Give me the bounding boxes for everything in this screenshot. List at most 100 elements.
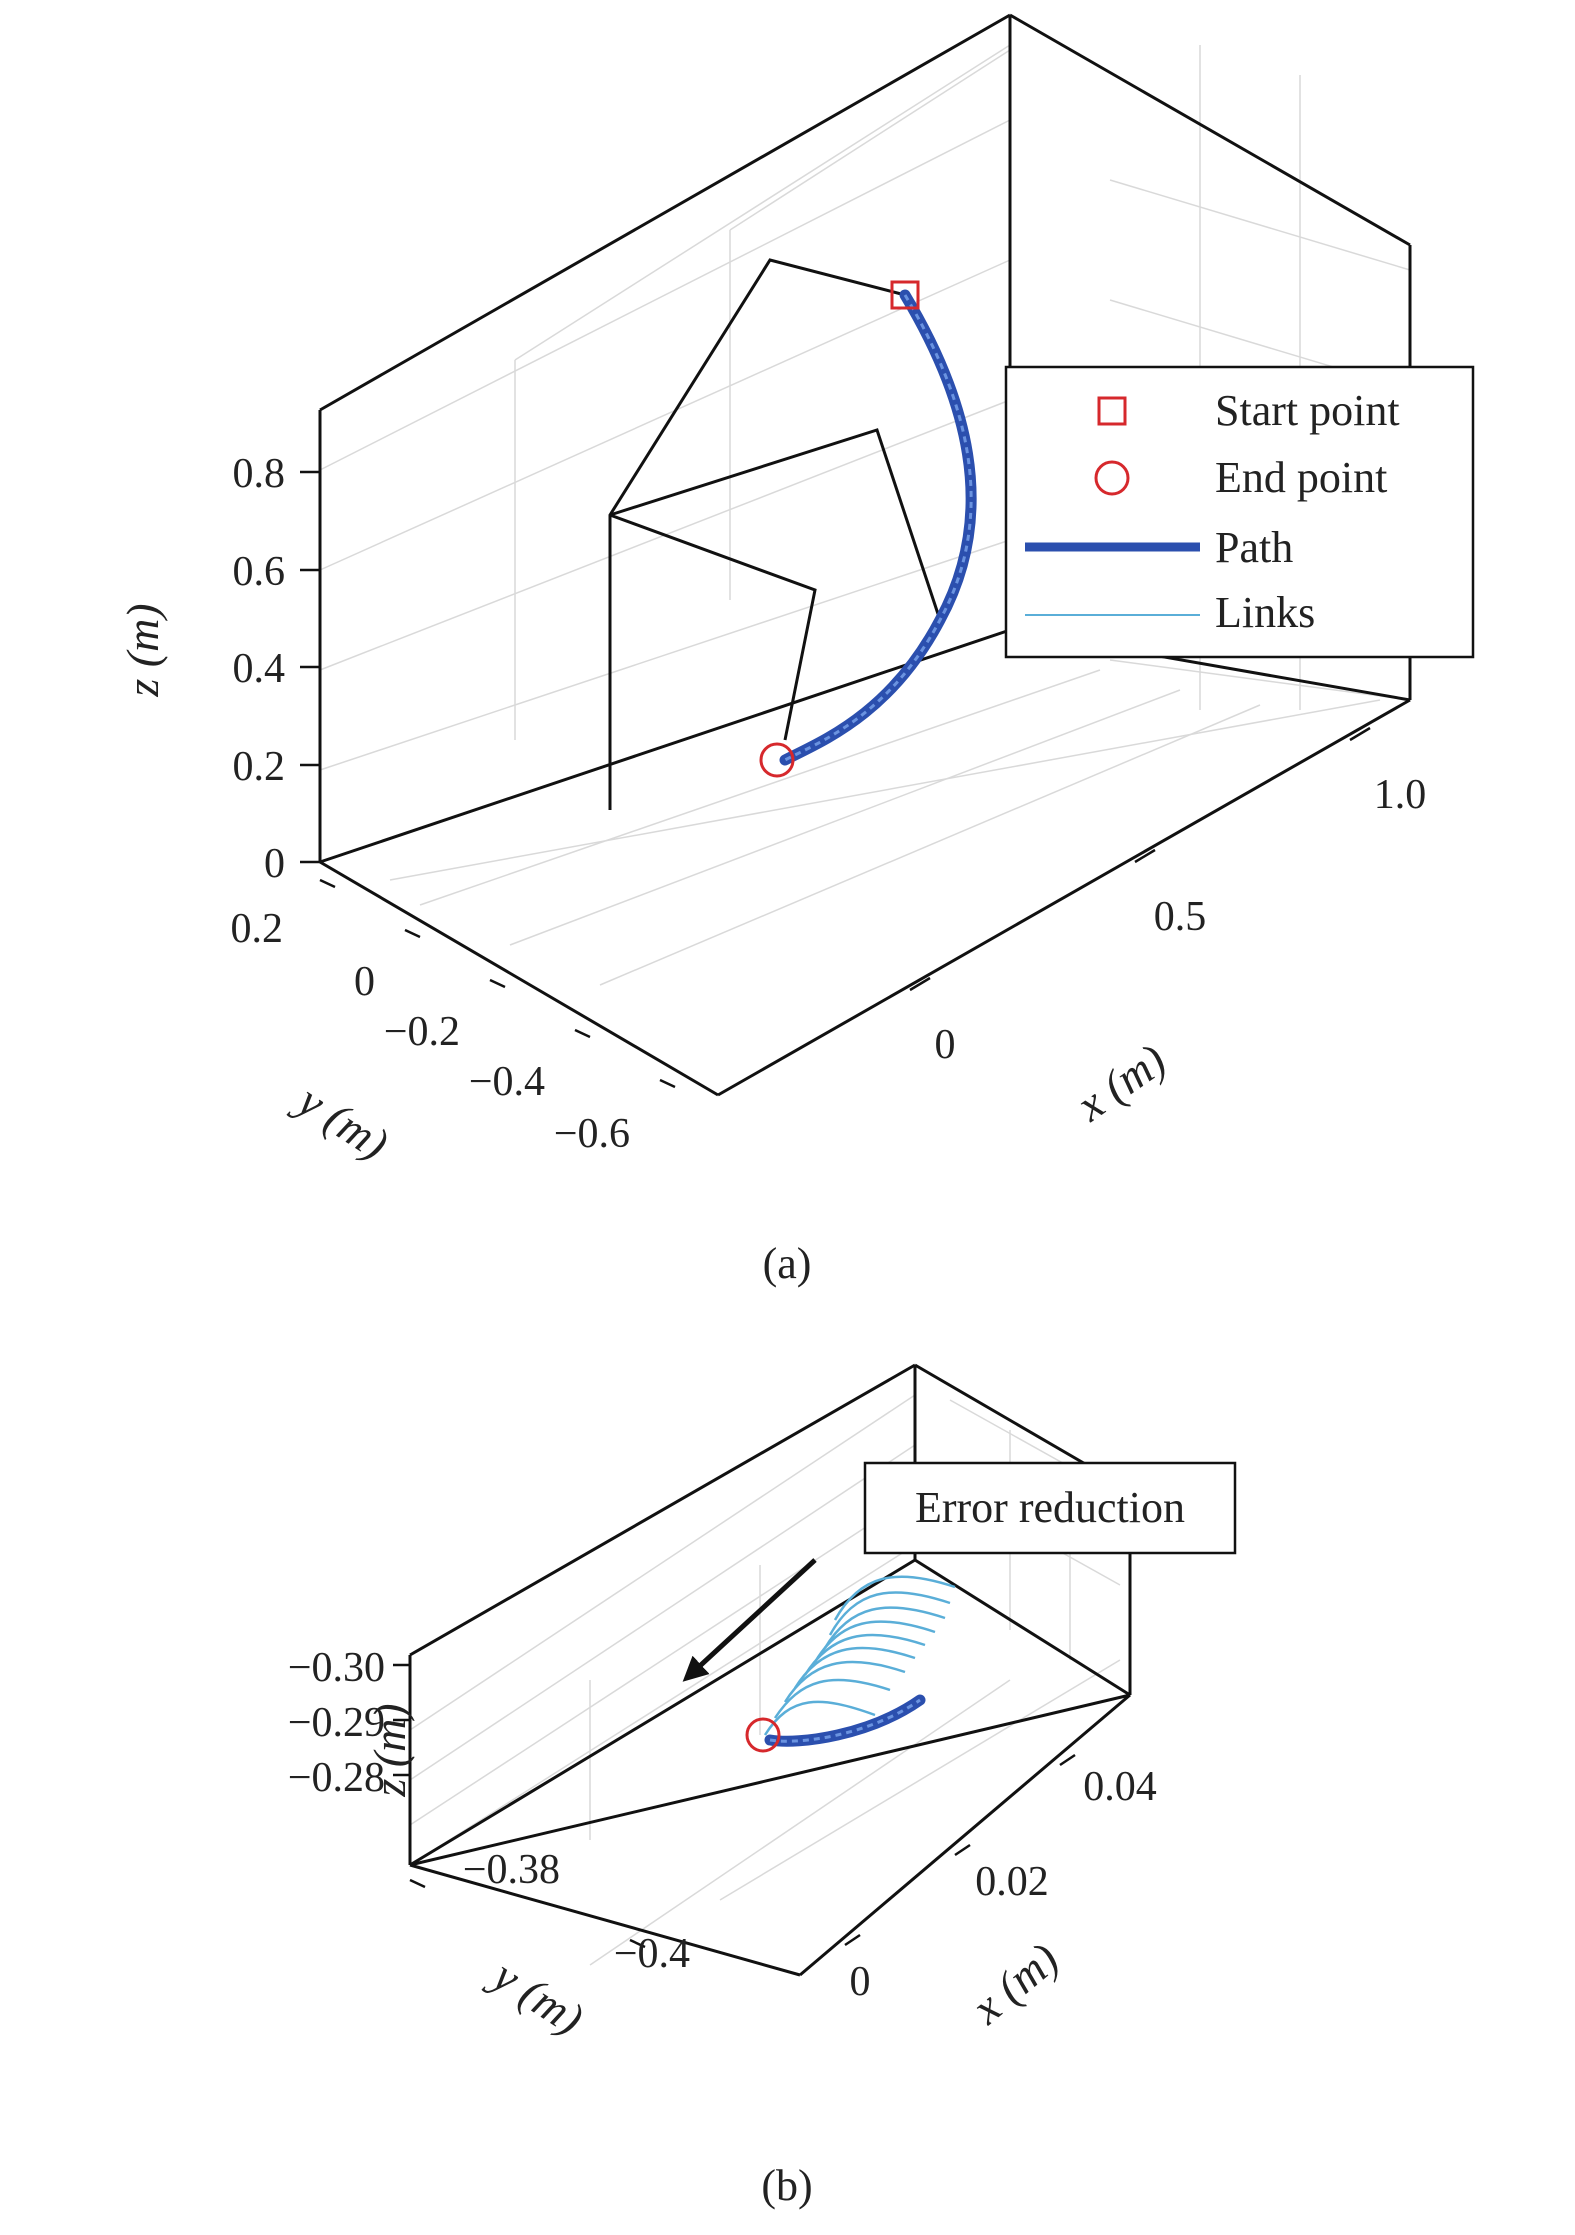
y-axis-label: y (m) — [481, 1947, 592, 2044]
grid-line — [419, 669, 1101, 906]
tick-mark — [844, 1933, 861, 1947]
grid-line — [409, 1494, 916, 1826]
tick-mark — [489, 978, 506, 989]
z-tick-label: 0.6 — [233, 549, 286, 595]
box-edge — [799, 1693, 1131, 1977]
grid-line — [719, 1659, 1121, 1901]
tick-mark — [1134, 848, 1156, 864]
y-tick-label: −0.2 — [384, 1009, 460, 1055]
x-tick-label: 0 — [935, 1022, 956, 1068]
panel-b-axes — [393, 1663, 1076, 1949]
x-axis-label: x (m) — [961, 1933, 1068, 2034]
box-edge — [409, 1693, 1131, 1867]
grid-line — [599, 704, 1261, 986]
box-edge — [1009, 13, 1411, 247]
z-tick-label: −0.30 — [288, 1645, 385, 1691]
y-tick-label: 0.2 — [231, 906, 284, 952]
z-axis-label: z (m) — [364, 1703, 415, 1797]
grid-line — [1109, 179, 1411, 271]
path-highlight — [784, 294, 973, 762]
x-tick-label: 0.5 — [1154, 894, 1207, 940]
box-edge — [319, 628, 1011, 864]
link-curve — [828, 1591, 951, 1636]
tick-mark — [629, 1938, 646, 1949]
x-tick-label: 0.02 — [975, 1859, 1049, 1905]
box-edge — [409, 1863, 801, 1977]
panel-a-legend: Start point End point Path Links — [1004, 365, 1475, 659]
z-tick-label: 0.8 — [233, 451, 286, 497]
link-curve — [833, 1575, 956, 1621]
end-point-marker — [745, 1717, 781, 1753]
end-point-marker — [759, 742, 795, 778]
grid-line — [1109, 659, 1411, 701]
x-tick-label: 0.04 — [1083, 1764, 1157, 1810]
panel-a: 0 0.2 0.4 0.6 0.8 0.2 0 −0.2 −0.4 −0.6 0… — [117, 13, 1475, 1288]
z-axis-label: z (m) — [117, 603, 168, 697]
tick-mark — [404, 928, 421, 939]
grid-line — [409, 1394, 916, 1731]
link-curve — [773, 1678, 891, 1719]
box-edge — [319, 13, 1011, 412]
y-tick-label: 0 — [354, 959, 375, 1005]
panel-b-y-ticks: −0.38 −0.4 — [463, 1847, 690, 1977]
box-edge — [717, 698, 1411, 1097]
legend-circle-icon — [1094, 460, 1130, 496]
link-curve — [793, 1646, 916, 1689]
tick-mark — [1059, 1753, 1076, 1767]
tick-mark — [954, 1843, 971, 1857]
robot-link — [609, 513, 817, 741]
tick-mark — [574, 1028, 591, 1039]
grid-line — [509, 689, 1181, 946]
x-tick-label: 1.0 — [1374, 772, 1427, 818]
y-tick-label: −0.4 — [469, 1059, 545, 1105]
panel-a-grid — [319, 44, 1411, 986]
z-tick-label: −0.28 — [288, 1755, 385, 1801]
box-edge — [409, 1558, 916, 1867]
x-axis-label: x (m) — [1066, 1034, 1175, 1131]
box-edge — [319, 860, 719, 1097]
grid-line — [409, 1444, 916, 1781]
path-line — [779, 289, 977, 766]
link-curve — [823, 1606, 946, 1649]
tick-mark — [319, 878, 336, 889]
z-tick-label: 0.4 — [233, 646, 286, 692]
grid-line — [514, 44, 1011, 361]
link-curve — [783, 1660, 906, 1703]
panel-b-grid — [409, 1394, 1121, 1966]
grid-line — [589, 1679, 1011, 1966]
y-axis-label: y (m) — [286, 1072, 397, 1169]
y-tick-label: −0.4 — [614, 1931, 690, 1977]
z-tick-label: 0 — [264, 841, 285, 887]
robot-link — [609, 428, 942, 621]
path-highlight — [769, 1698, 921, 1743]
y-tick-label: −0.38 — [463, 1847, 560, 1893]
panel-b: −0.30 −0.29 −0.28 −0.38 −0.4 0 0.02 0.04… — [288, 1363, 1237, 2210]
caption-b: (b) — [761, 2161, 812, 2210]
robot-link — [608, 258, 906, 810]
legend-label: Start point — [1215, 386, 1400, 435]
grid-line — [319, 259, 1011, 571]
error-reduction-arrow — [682, 1558, 817, 1682]
panel-a-z-ticks: 0 0.2 0.4 0.6 0.8 — [233, 451, 286, 887]
z-tick-label: 0.2 — [233, 744, 286, 790]
grid-line — [319, 119, 1011, 471]
legend-label: End point — [1215, 453, 1387, 502]
legend-square-icon — [1097, 396, 1127, 426]
z-tick-label: −0.29 — [288, 1700, 385, 1746]
y-tick-label: −0.6 — [554, 1111, 630, 1157]
grid-line — [319, 539, 1011, 771]
panel-b-links — [763, 1575, 956, 1736]
tick-mark — [659, 1078, 676, 1089]
panel-a-y-ticks: 0.2 0 −0.2 −0.4 −0.6 — [231, 906, 631, 1157]
tick-mark — [909, 976, 931, 992]
panel-a-axes — [300, 470, 1371, 1089]
link-curve — [803, 1633, 926, 1676]
panel-a-robot-links — [608, 258, 942, 810]
legend-box — [1004, 365, 1475, 659]
grid-line — [409, 1544, 916, 1866]
annotation-box — [863, 1461, 1237, 1555]
box-edge — [914, 1558, 1131, 1697]
caption-a: (a) — [763, 1239, 812, 1288]
panel-b-z-ticks: −0.30 −0.29 −0.28 — [288, 1645, 385, 1801]
